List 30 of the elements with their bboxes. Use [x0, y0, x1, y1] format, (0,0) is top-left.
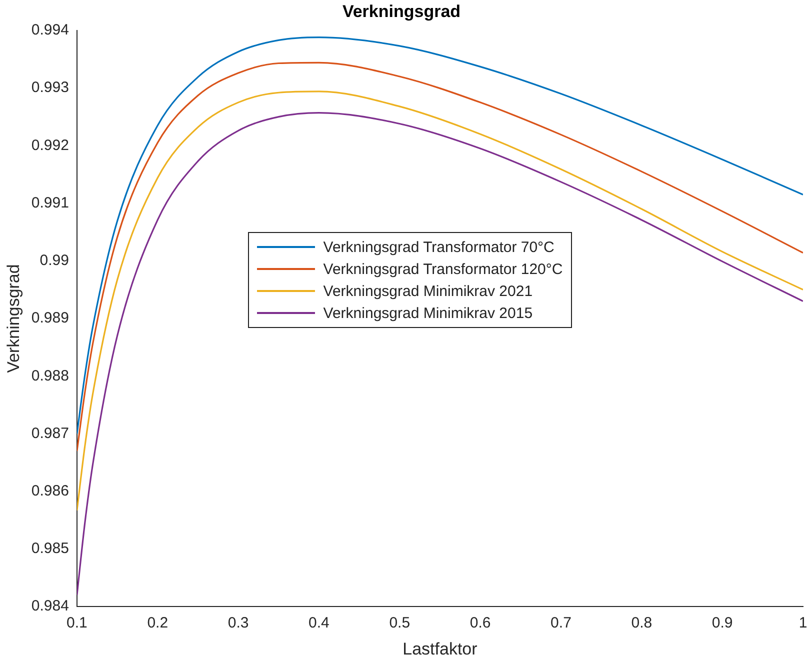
legend-label: Verkningsgrad Transformator 70°C: [323, 238, 554, 256]
y-tick-label: 0.985: [31, 540, 69, 558]
x-tick-label: 0.9: [712, 614, 733, 632]
y-tick-label: 0.993: [31, 79, 69, 96]
chart-title: Verkningsgrad: [342, 2, 461, 21]
y-tick-label: 0.986: [31, 482, 69, 500]
x-tick-label: 0.4: [308, 614, 330, 632]
y-tick-label: 0.988: [31, 367, 69, 384]
y-tick-label: 0.991: [31, 194, 69, 212]
line-series: [76, 90, 803, 512]
x-tick-label: 0.1: [66, 614, 88, 632]
x-axis-title: Lastfaktor: [402, 639, 478, 658]
y-tick-label: 0.994: [31, 22, 69, 39]
x-tick-label: 0.5: [389, 614, 410, 632]
x-tick-label: 0.6: [470, 614, 491, 632]
y-tick-label: 0.984: [31, 598, 69, 615]
x-tick-label: 0.7: [550, 614, 572, 632]
y-axis-title: Verkningsgrad: [4, 264, 23, 373]
x-tick-label: 1: [798, 614, 808, 632]
legend-label: Verkningsgrad Minimikrav 2015: [323, 304, 533, 322]
legend-label: Verkningsgrad Minimikrav 2021: [323, 282, 533, 300]
line-series: [76, 112, 803, 596]
legend-label: Verkningsgrad Transformator 120°C: [323, 260, 563, 278]
y-tick-label: 0.99: [40, 252, 69, 270]
x-tick-label: 0.3: [228, 614, 249, 632]
x-tick-label: 0.2: [147, 614, 168, 632]
y-tick-label: 0.992: [31, 136, 69, 154]
x-tick-label: 0.8: [631, 614, 652, 632]
y-tick-label: 0.987: [31, 424, 69, 442]
y-tick-label: 0.989: [31, 310, 69, 327]
